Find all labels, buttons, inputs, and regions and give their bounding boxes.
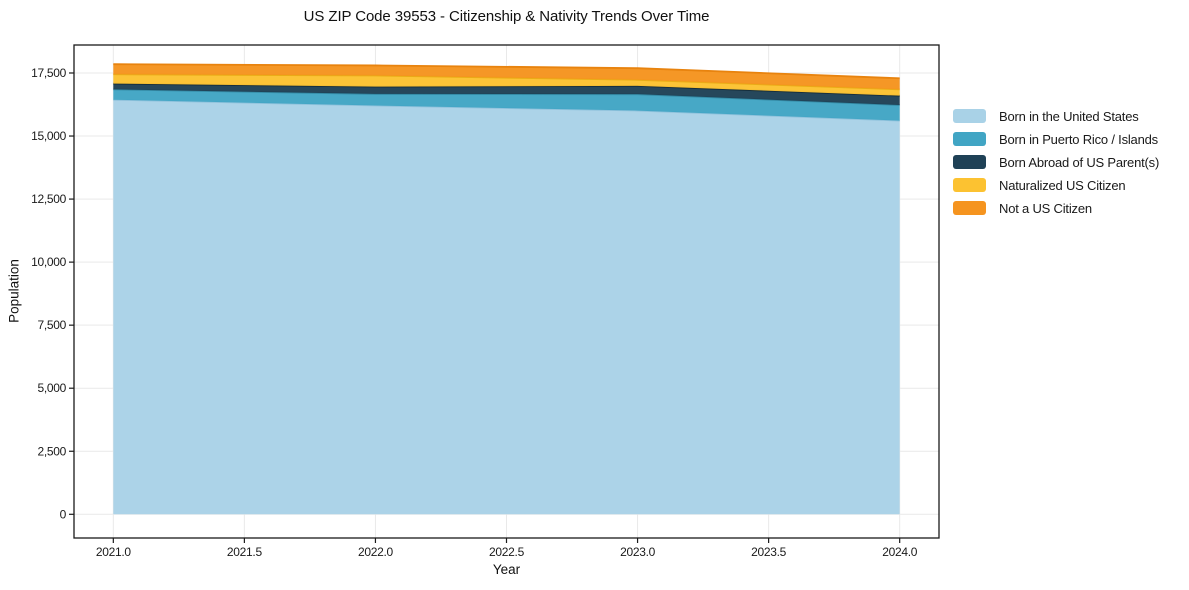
area-series-0 [113,99,900,515]
x-tick-label: 2021.5 [227,545,263,559]
legend-label: Naturalized US Citizen [999,177,1126,193]
chart-title: US ZIP Code 39553 - Citizenship & Nativi… [303,8,710,25]
y-tick-label: 17,500 [31,66,67,80]
y-tick-label: 0 [60,507,67,521]
x-tick-label: 2023.5 [751,545,787,559]
x-tick-label: 2021.0 [96,545,132,559]
axis-ticks [69,72,901,543]
y-axis-label: Population [6,259,22,323]
x-tick-label: 2024.0 [882,545,918,559]
legend-item-0: Born in the United States [953,108,1159,124]
legend-item-2: Born Abroad of US Parent(s) [953,154,1159,170]
y-tick-label: 15,000 [31,129,67,143]
area-series-4 [113,64,900,90]
area-series-3 [113,74,900,96]
legend-swatch-icon [953,155,986,169]
legend-item-3: Naturalized US Citizen [953,177,1159,193]
y-tick-label: 2,500 [37,444,66,458]
legend-label: Born in Puerto Rico / Islands [999,131,1158,147]
y-tick-label: 10,000 [31,255,67,269]
legend-label: Born Abroad of US Parent(s) [999,154,1160,170]
x-axis-label: Year [492,562,521,577]
area-series-4-edge [113,63,900,80]
legend-swatch-icon [953,201,986,215]
area-stack [113,63,900,515]
legend: Born in the United States Born in Puerto … [953,108,1159,223]
x-tick-label: 2022.5 [489,545,525,559]
plot-border [73,44,940,539]
axis-tick-labels: 0 2,500 5,000 7,500 10,000 12,500 15,000 17,500… [31,66,918,559]
y-tick-label: 5,000 [37,381,66,395]
legend-swatch-icon [953,178,986,192]
legend-label: Born in the United States [999,108,1139,124]
x-tick-label: 2022.0 [358,545,394,559]
legend-swatch-icon [953,132,986,146]
legend-item-4: Not a US Citizen [953,200,1159,216]
legend-item-1: Born in Puerto Rico / Islands [953,131,1159,147]
x-tick-label: 2023.0 [620,545,656,559]
legend-label: Not a US Citizen [999,200,1092,216]
y-tick-label: 7,500 [37,318,66,332]
legend-swatch-icon [953,109,986,123]
y-tick-label: 12,500 [31,192,67,206]
